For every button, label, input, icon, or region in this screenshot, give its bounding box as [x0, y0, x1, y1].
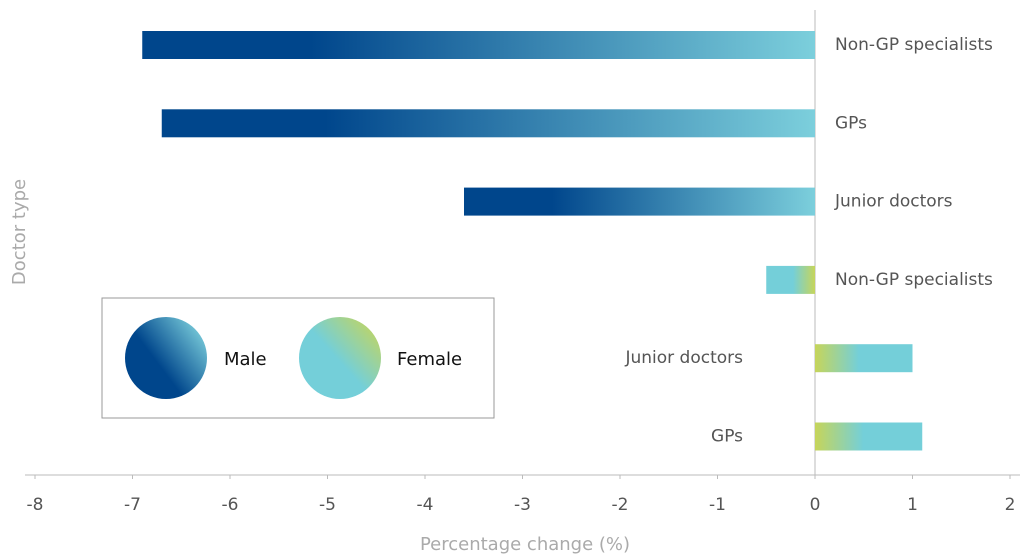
x-tick-label: -7: [124, 495, 141, 515]
bar: [766, 265, 815, 294]
category-label: Non-GP specialists: [835, 270, 993, 290]
legend-swatch: [125, 317, 207, 399]
y-axis-title: Doctor type: [9, 179, 30, 285]
x-axis-title: Percentage change (%): [420, 534, 630, 555]
x-tick-label: -4: [417, 495, 434, 515]
category-label: Junior doctors: [624, 348, 743, 368]
legend-label: Female: [397, 349, 462, 370]
bar: [815, 422, 923, 451]
x-tick-label: -3: [514, 495, 531, 515]
x-tick-label: -6: [222, 495, 239, 515]
legend-label: Male: [224, 349, 267, 370]
bar: [815, 344, 913, 373]
x-tick-label: -1: [709, 495, 726, 515]
x-tick-label: 1: [907, 495, 918, 515]
bar: [161, 109, 815, 138]
bar: [464, 187, 815, 216]
x-tick-label: -2: [612, 495, 629, 515]
category-label: GPs: [835, 113, 867, 133]
x-tick-label: -5: [319, 495, 336, 515]
x-tick-label: -8: [27, 495, 44, 515]
category-label: Junior doctors: [834, 192, 953, 212]
category-label: Non-GP specialists: [835, 35, 993, 55]
x-tick-label: 0: [810, 495, 821, 515]
category-label: GPs: [711, 427, 743, 447]
legend-swatch: [299, 317, 381, 399]
bar: [142, 31, 815, 59]
x-tick-label: 2: [1005, 495, 1016, 515]
